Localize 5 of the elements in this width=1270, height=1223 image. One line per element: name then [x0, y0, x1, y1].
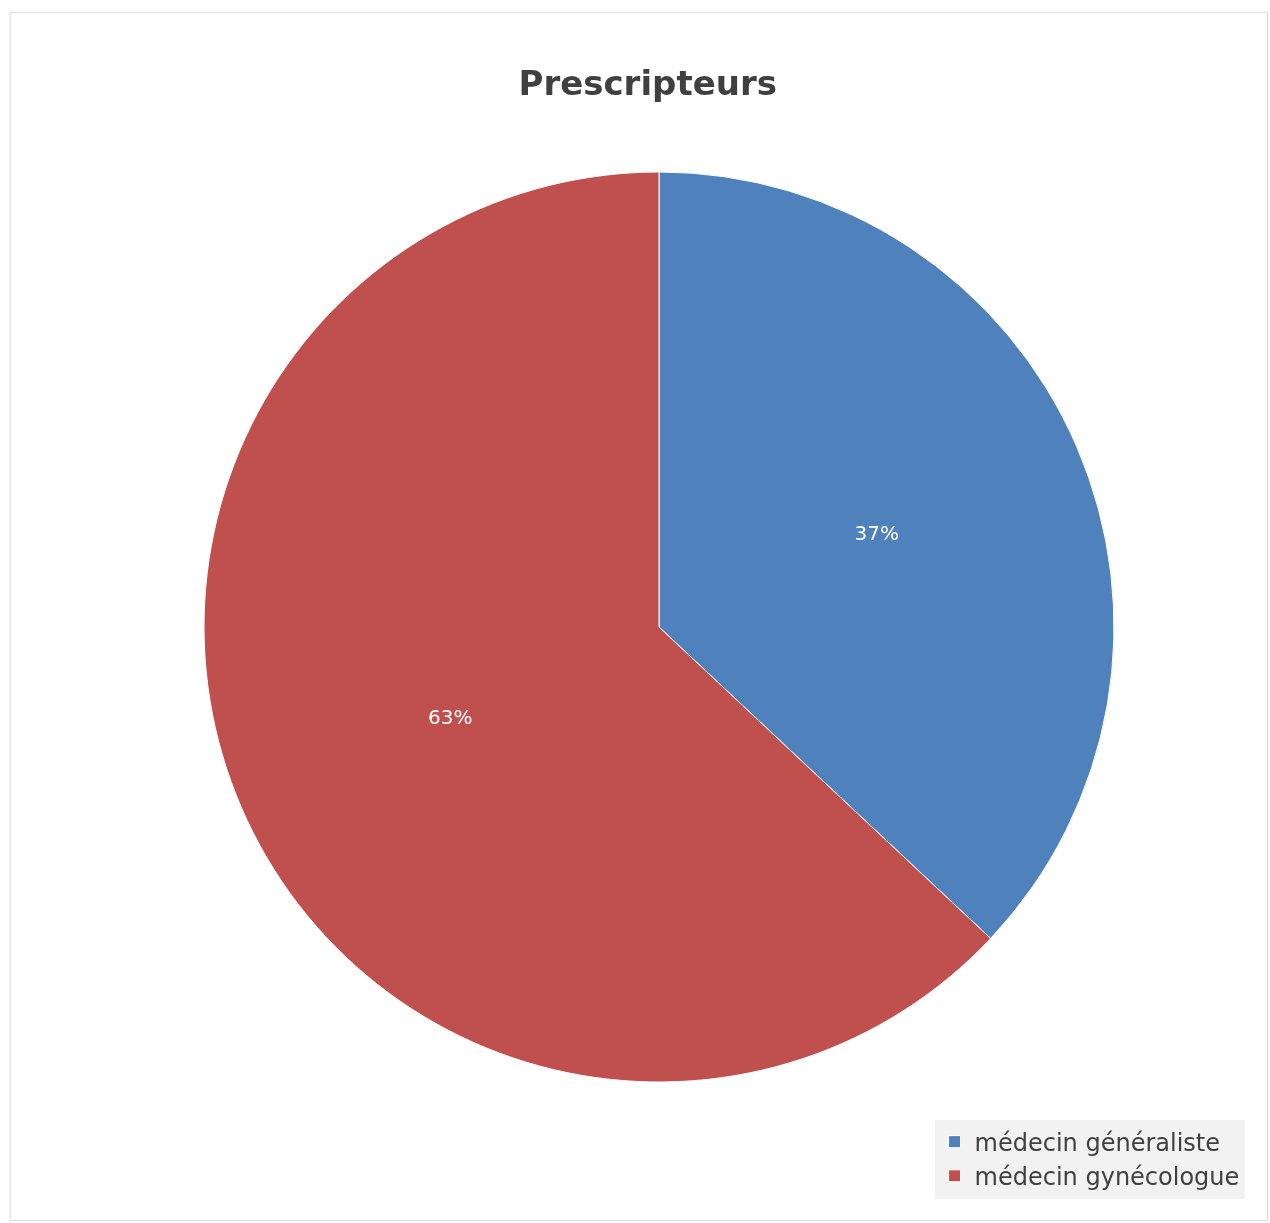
data-label: 63%: [427, 705, 473, 730]
data-label: 37%: [854, 520, 899, 545]
legend-label: médecin généraliste: [974, 1129, 1221, 1157]
legend-label: médecin gynécologue: [974, 1163, 1240, 1192]
chart-title: Prescripteurs: [518, 62, 777, 103]
